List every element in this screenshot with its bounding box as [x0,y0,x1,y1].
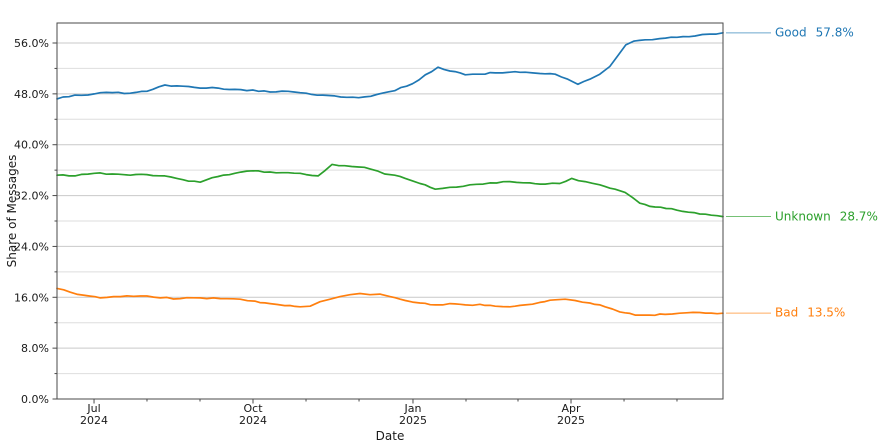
y-axis-title: Share of Messages [5,154,19,268]
annotation-unknown-value: 28.7% [839,209,878,224]
x-tick-label-month: Jan [403,402,421,415]
annotation-unknown-label: Unknown [775,209,831,224]
series-line-good [56,31,724,100]
x-tick-label-month: Apr [562,402,582,415]
annotation-good-value: 57.8% [815,25,854,40]
y-tick-label: 56.0% [14,37,49,50]
y-tick-label: 0.0% [21,393,49,406]
x-tick-label-year: 2025 [399,414,427,427]
series-line-bad [56,287,724,317]
x-tick-label-year: 2025 [557,414,585,427]
annotation-bad-label: Bad [775,305,799,320]
y-tick-label: 48.0% [14,88,49,101]
y-tick-label: 24.0% [14,240,49,253]
annotation-bad-value: 13.5% [807,305,846,320]
x-tick-label-year: 2024 [239,414,267,427]
x-tick-label-month: Oct [243,402,263,415]
y-tick-label: 32.0% [14,190,49,203]
plot-border [56,22,724,400]
annotation-good-label: Good [775,25,807,40]
x-tick-label-month: Jul [86,402,100,415]
x-tick-label-year: 2024 [80,414,108,427]
series-line-unknown [56,163,724,218]
annotation-good: Good 57.8% [775,26,854,40]
x-axis-title: Date [375,429,405,443]
y-tick-label: 40.0% [14,139,49,152]
y-tick-label: 16.0% [14,291,49,304]
annotation-bad: Bad 13.5% [775,306,845,320]
y-tick-label: 8.0% [21,342,49,355]
annotation-unknown: Unknown 28.7% [775,209,878,223]
